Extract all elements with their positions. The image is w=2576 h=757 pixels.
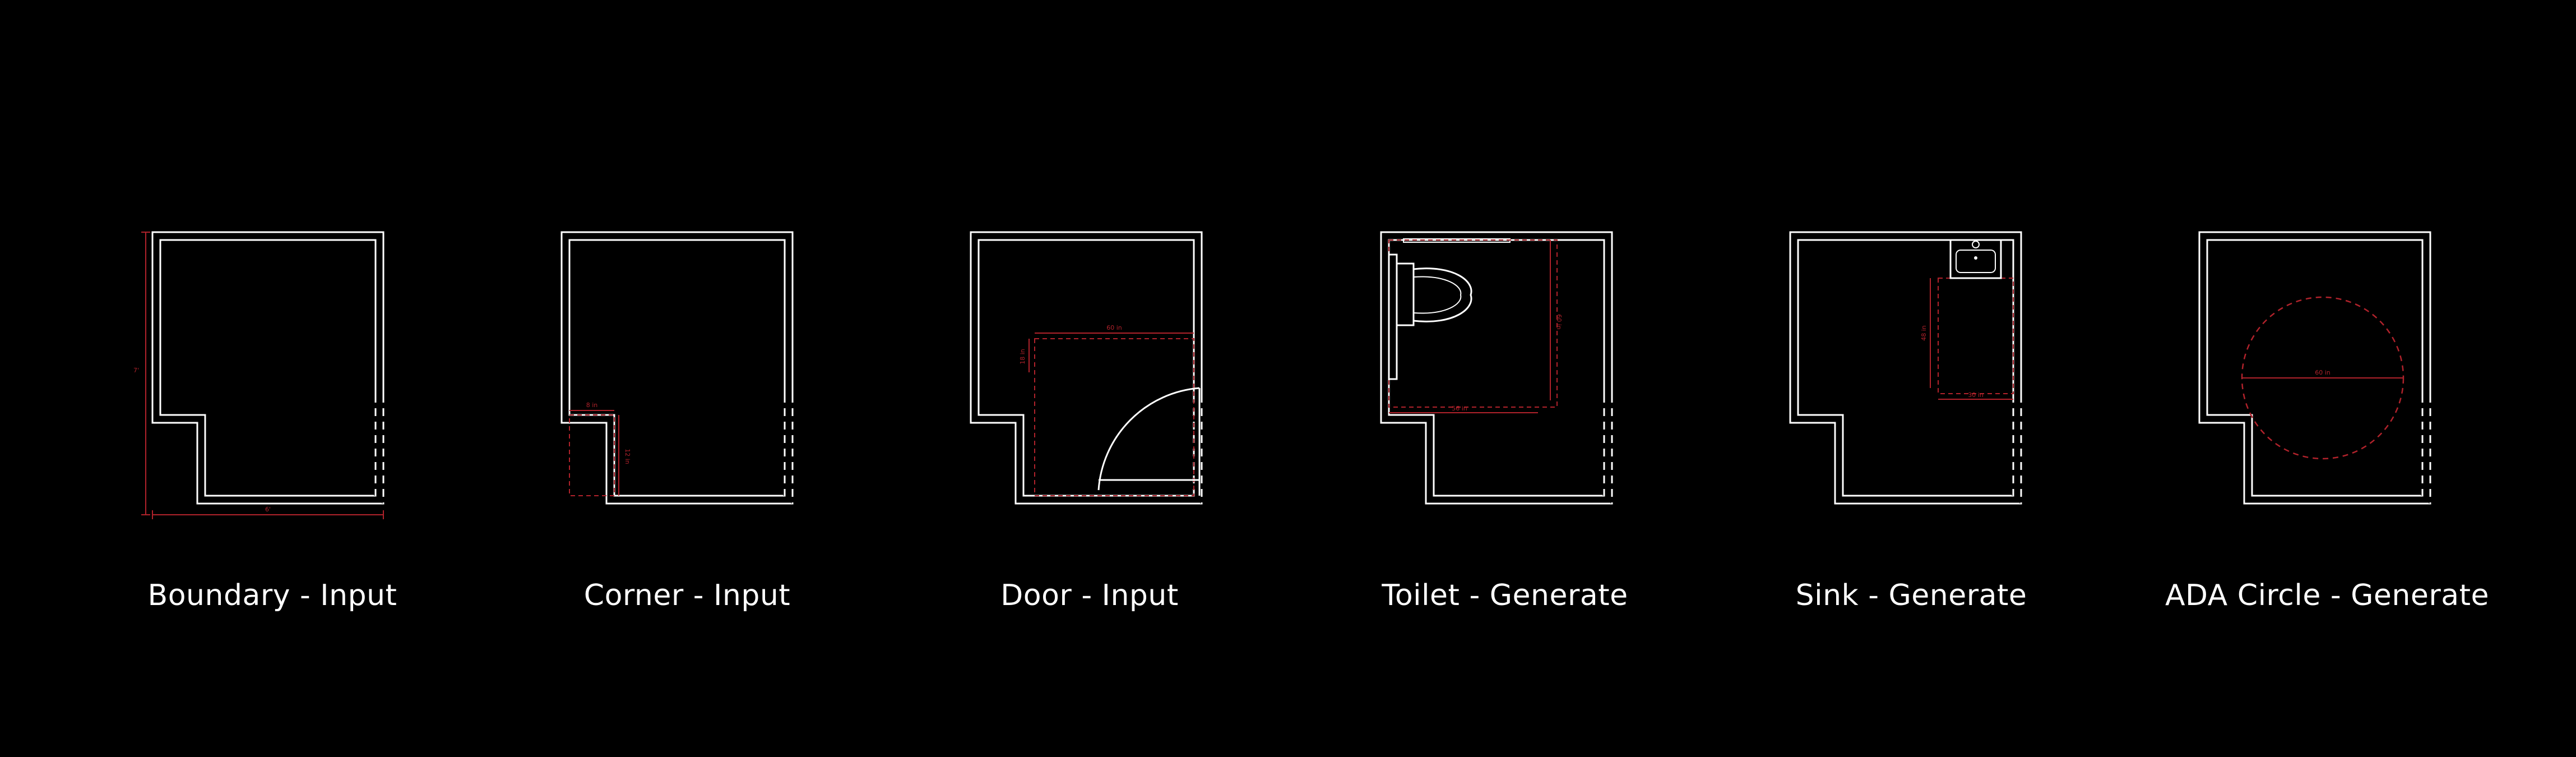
- caption-toilet: Toilet - Generate: [1382, 579, 1628, 612]
- caption-corner: Corner - Input: [583, 579, 791, 612]
- corner-width-label: 8 in: [586, 401, 598, 409]
- caption-boundary: Boundary - Input: [147, 579, 397, 612]
- door-width-label: 60 in: [1106, 324, 1122, 331]
- caption-door: Door - Input: [1000, 579, 1179, 612]
- boundary-width-label: 6': [265, 506, 271, 513]
- panel-boundary: 7' 6': [133, 232, 383, 519]
- ada-diameter-label: 60 in: [2315, 369, 2331, 376]
- panel-ada: 60 in: [2199, 232, 2430, 504]
- panel-sink: 48 in 30 in: [1790, 232, 2021, 504]
- panel-toilet: 56 in 60 in: [1381, 232, 1612, 504]
- sink-icon: [1949, 239, 2002, 279]
- boundary-height-label: 7': [133, 367, 139, 374]
- door-swing-arc: [1097, 387, 1200, 491]
- toilet-depth-label: 60 in: [1555, 314, 1563, 330]
- caption-sink: Sink - Generate: [1795, 579, 2027, 612]
- toilet-width-label: 56 in: [1452, 405, 1467, 412]
- caption-ada: ADA Circle - Generate: [2165, 579, 2489, 612]
- door-clear-label: 18 in: [1019, 349, 1026, 364]
- panel-corner: 8 in 12 in: [562, 232, 793, 504]
- corner-height-label: 12 in: [624, 449, 631, 464]
- toilet-icon: [1388, 253, 1472, 380]
- panel-door: 60 in 18 in: [971, 232, 1202, 504]
- sink-depth-label: 48 in: [1920, 325, 1928, 341]
- sink-width-label: 30 in: [1968, 391, 1984, 399]
